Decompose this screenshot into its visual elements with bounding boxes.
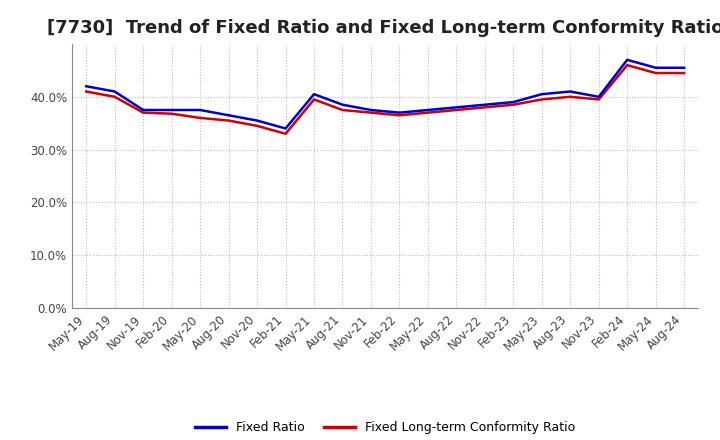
Fixed Ratio — [480, 102, 489, 107]
Fixed Long-term Conformity Ratio — [623, 62, 631, 68]
Fixed Ratio — [452, 105, 461, 110]
Fixed Long-term Conformity Ratio — [167, 111, 176, 116]
Fixed Long-term Conformity Ratio — [395, 113, 404, 118]
Fixed Long-term Conformity Ratio — [366, 110, 375, 115]
Fixed Ratio — [282, 126, 290, 131]
Fixed Ratio — [310, 92, 318, 97]
Fixed Long-term Conformity Ratio — [423, 110, 432, 115]
Fixed Ratio — [338, 102, 347, 107]
Fixed Long-term Conformity Ratio — [509, 102, 518, 107]
Fixed Ratio — [167, 107, 176, 113]
Fixed Ratio — [196, 107, 204, 113]
Fixed Long-term Conformity Ratio — [253, 123, 261, 128]
Fixed Long-term Conformity Ratio — [139, 110, 148, 115]
Fixed Ratio — [652, 65, 660, 70]
Fixed Ratio — [509, 99, 518, 105]
Fixed Ratio — [139, 107, 148, 113]
Fixed Ratio — [82, 84, 91, 89]
Line: Fixed Ratio: Fixed Ratio — [86, 60, 684, 128]
Fixed Ratio — [225, 113, 233, 118]
Fixed Long-term Conformity Ratio — [310, 97, 318, 102]
Fixed Long-term Conformity Ratio — [225, 118, 233, 123]
Fixed Long-term Conformity Ratio — [110, 94, 119, 99]
Fixed Long-term Conformity Ratio — [652, 70, 660, 76]
Fixed Ratio — [423, 107, 432, 113]
Fixed Ratio — [680, 65, 688, 70]
Fixed Long-term Conformity Ratio — [196, 115, 204, 121]
Fixed Ratio — [595, 94, 603, 99]
Fixed Long-term Conformity Ratio — [566, 94, 575, 99]
Fixed Long-term Conformity Ratio — [82, 89, 91, 94]
Fixed Long-term Conformity Ratio — [282, 131, 290, 136]
Fixed Long-term Conformity Ratio — [452, 107, 461, 113]
Fixed Ratio — [537, 92, 546, 97]
Fixed Long-term Conformity Ratio — [537, 97, 546, 102]
Fixed Long-term Conformity Ratio — [480, 105, 489, 110]
Fixed Long-term Conformity Ratio — [595, 97, 603, 102]
Fixed Long-term Conformity Ratio — [338, 107, 347, 113]
Line: Fixed Long-term Conformity Ratio: Fixed Long-term Conformity Ratio — [86, 65, 684, 134]
Fixed Long-term Conformity Ratio — [680, 70, 688, 76]
Fixed Ratio — [566, 89, 575, 94]
Legend: Fixed Ratio, Fixed Long-term Conformity Ratio: Fixed Ratio, Fixed Long-term Conformity … — [190, 416, 580, 439]
Fixed Ratio — [253, 118, 261, 123]
Fixed Ratio — [366, 107, 375, 113]
Fixed Ratio — [395, 110, 404, 115]
Fixed Ratio — [623, 57, 631, 62]
Fixed Ratio — [110, 89, 119, 94]
Title: [7730]  Trend of Fixed Ratio and Fixed Long-term Conformity Ratio: [7730] Trend of Fixed Ratio and Fixed Lo… — [47, 19, 720, 37]
